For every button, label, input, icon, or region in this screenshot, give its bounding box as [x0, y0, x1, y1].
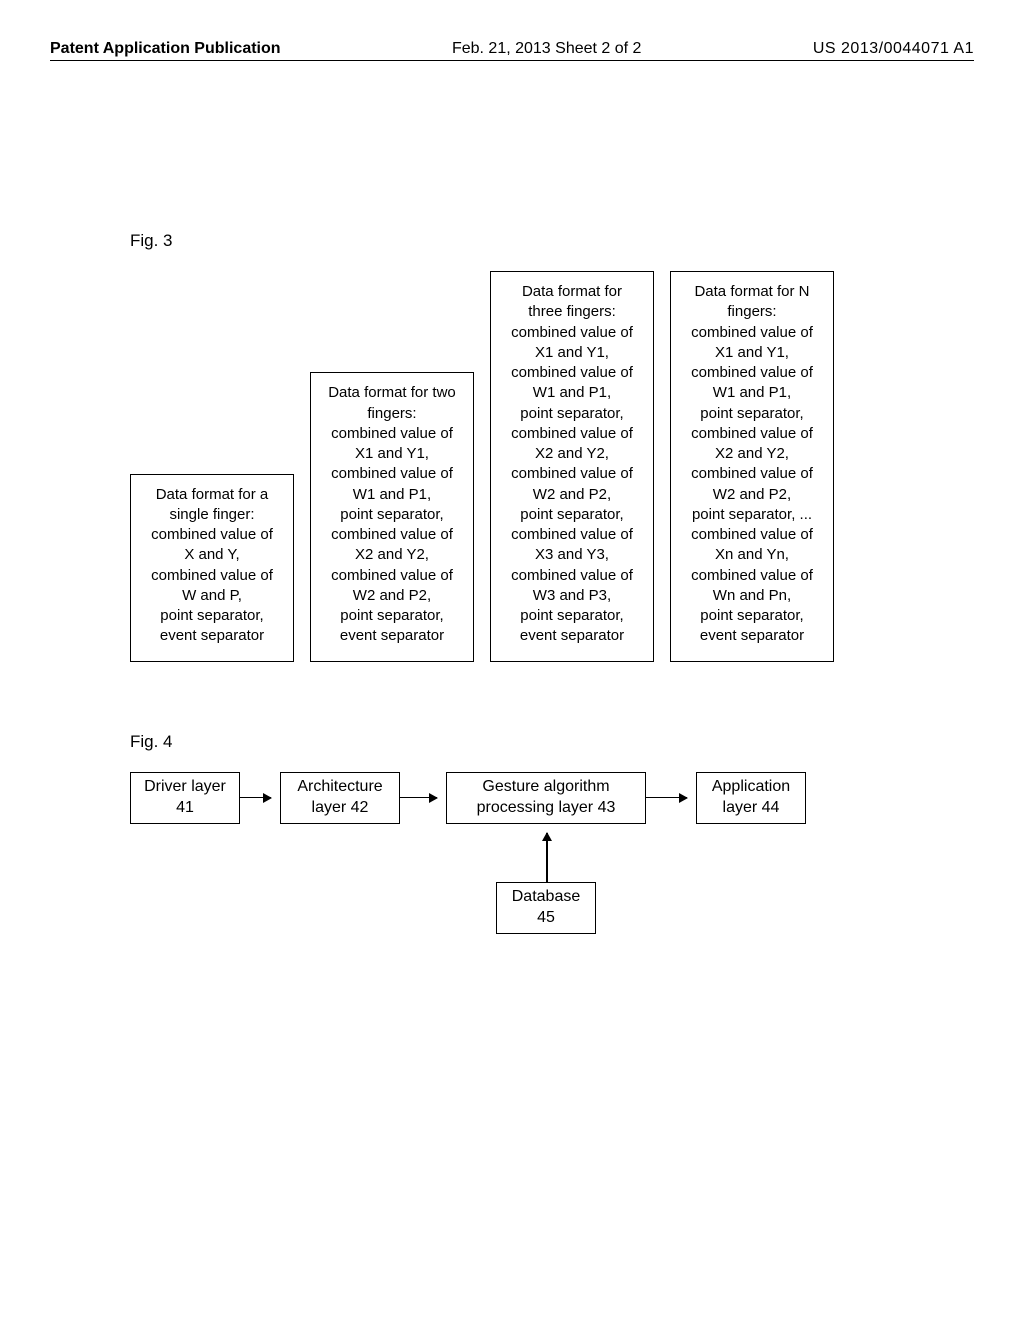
- fig3-box-three-fingers: Data format forthree fingers:combined va…: [490, 271, 654, 662]
- fig3-label: Fig. 3: [130, 231, 974, 251]
- page-container: Patent Application Publication Feb. 21, …: [50, 40, 974, 982]
- arrow-arch-to-gesture: [400, 797, 437, 799]
- header-publication: Patent Application Publication: [50, 40, 281, 58]
- figures-area: Fig. 3 Data format for asingle finger:co…: [130, 231, 974, 982]
- arrow-db-to-gesture: [546, 833, 548, 882]
- fig4-node-architecture: Architecturelayer 42: [280, 772, 400, 824]
- arrow-gesture-to-app: [646, 797, 687, 799]
- header-pub-number: US 2013/0044071 A1: [813, 40, 974, 58]
- fig4-diagram: Driver layer41 Architecturelayer 42 Gest…: [130, 772, 890, 982]
- fig4-node-database: Database45: [496, 882, 596, 934]
- fig3-row: Data format for asingle finger:combined …: [130, 271, 974, 662]
- header-date-sheet: Feb. 21, 2013 Sheet 2 of 2: [452, 40, 641, 58]
- fig4-node-driver: Driver layer41: [130, 772, 240, 824]
- fig3-box-two-fingers: Data format for twofingers:combined valu…: [310, 372, 474, 661]
- arrow-driver-to-arch: [240, 797, 271, 799]
- fig3-box-n-fingers: Data format for Nfingers:combined value …: [670, 271, 834, 662]
- fig4-label: Fig. 4: [130, 732, 974, 752]
- fig4-node-application: Applicationlayer 44: [696, 772, 806, 824]
- page-header: Patent Application Publication Feb. 21, …: [50, 40, 974, 61]
- fig3-box-single-finger: Data format for asingle finger:combined …: [130, 474, 294, 662]
- fig4-node-gesture: Gesture algorithmprocessing layer 43: [446, 772, 646, 824]
